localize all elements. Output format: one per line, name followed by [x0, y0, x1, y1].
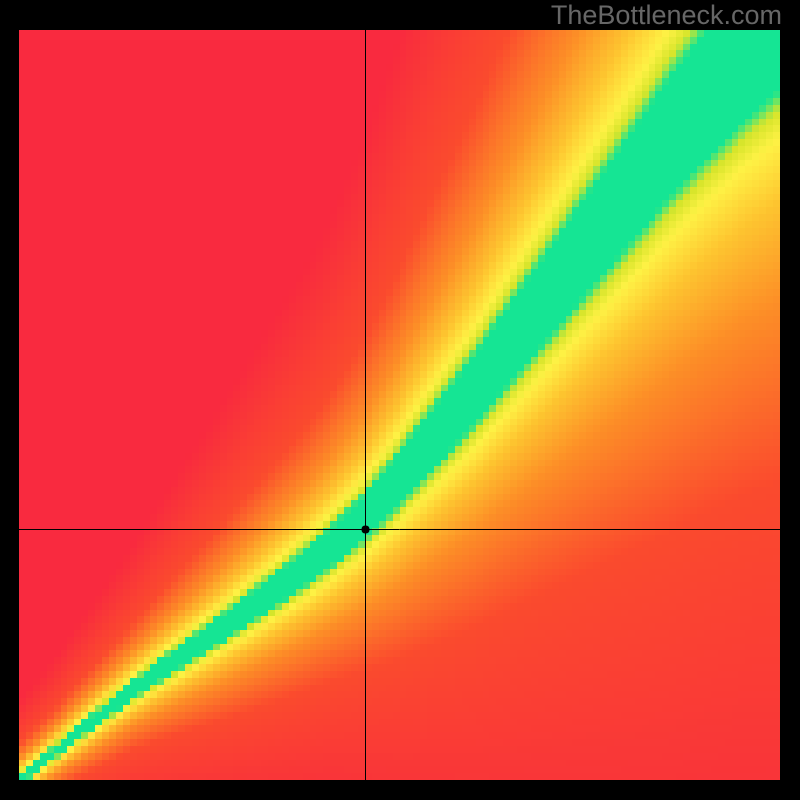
chart-frame: { "canvas": { "width": 800, "height": 80… [0, 0, 800, 800]
bottleneck-heatmap [19, 30, 780, 780]
watermark-text: TheBottleneck.com [551, 0, 782, 31]
